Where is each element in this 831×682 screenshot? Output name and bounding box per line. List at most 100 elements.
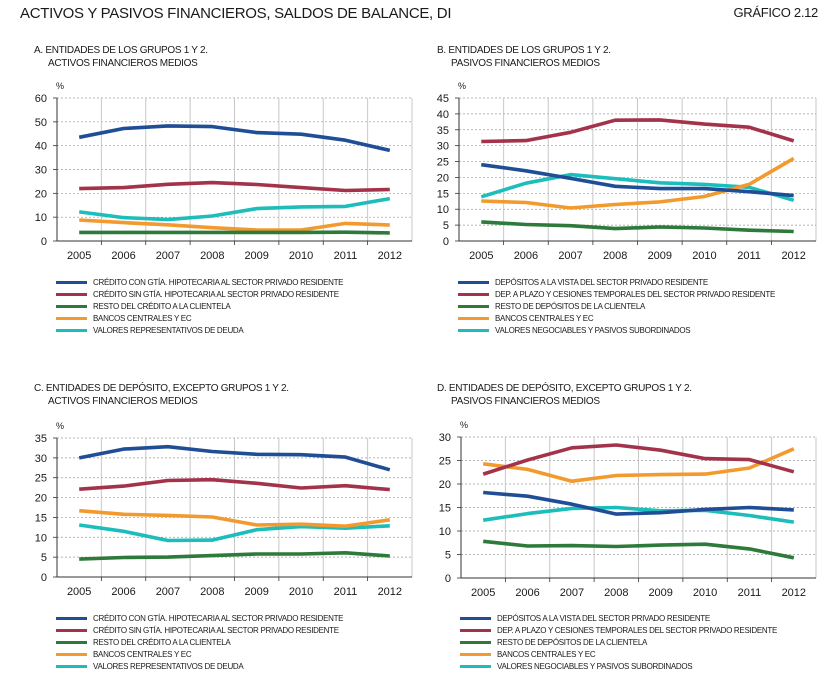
- legend-label: DEPÓSITOS A LA VISTA DEL SECTOR PRIVADO …: [495, 277, 708, 287]
- y-tick-label: 20: [35, 493, 47, 505]
- legend-label: BANCOS CENTRALES Y EC: [93, 314, 192, 324]
- x-tick-label: 2011: [738, 587, 762, 599]
- x-tick-label: 2010: [692, 250, 716, 262]
- y-tick-label: 5: [41, 552, 47, 564]
- x-tick-label: 2007: [558, 250, 582, 262]
- legend-label: CRÉDITO SIN GTÍA. HIPOTECARIA AL SECTOR …: [93, 625, 339, 635]
- x-tick-label: 2009: [244, 586, 268, 598]
- series-line-green: [79, 230, 390, 235]
- x-tick-label: 2009: [648, 250, 672, 262]
- legend-label: RESTO DEL CRÉDITO A LA CLIENTELA: [93, 637, 231, 647]
- legend-item: VALORES REPRESENTATIVOS DE DEUDA: [56, 661, 343, 673]
- series-line-cyan: [482, 505, 795, 524]
- series-line-cyan: [78, 523, 390, 543]
- legend-item: DEPÓSITOS A LA VISTA DEL SECTOR PRIVADO …: [458, 276, 775, 288]
- y-tick-label: 15: [437, 188, 449, 200]
- y-tick-label: 30: [35, 165, 47, 177]
- y-axis-unit-label: %: [458, 81, 466, 91]
- y-axis-unit-label: %: [460, 420, 468, 430]
- panel-d-title-line1: D. ENTIDADES DE DEPÓSITO, EXCEPTO GRUPOS…: [437, 383, 692, 394]
- legend-item: CRÉDITO SIN GTÍA. HIPOTECARIA AL SECTOR …: [56, 624, 343, 636]
- panel-c-title-line2: ACTIVOS FINANCIEROS MEDIOS: [48, 396, 198, 407]
- legend-item: DEP. A PLAZO Y CESIONES TEMPORALES DEL S…: [458, 288, 775, 300]
- legend-item: VALORES NEGOCIABLES Y PASIVOS SUBORDINAD…: [458, 325, 775, 337]
- series-line-red: [79, 477, 390, 492]
- chart-a: 0 10 20 30 40 50 60% 2005 2006 2007 2008 2009 2010 20…: [35, 81, 413, 262]
- y-tick-label: 60: [35, 93, 47, 105]
- panel-d-title-line2: PASIVOS FINANCIEROS MEDIOS: [451, 396, 600, 407]
- y-tick-label: 20: [35, 188, 47, 200]
- legend-item: CRÉDITO SIN GTÍA. HIPOTECARIA AL SECTOR …: [56, 288, 343, 300]
- legend-label: BANCOS CENTRALES Y EC: [497, 650, 596, 660]
- legend-swatch: [458, 329, 489, 333]
- y-tick-label: 50: [35, 117, 47, 129]
- legend-item: VALORES REPRESENTATIVOS DE DEUDA: [56, 325, 343, 337]
- y-tick-label: 20: [437, 172, 449, 184]
- legend-swatch: [460, 640, 491, 644]
- x-tick-label: 2009: [244, 250, 268, 262]
- panel-a-title-line2: ACTIVOS FINANCIEROS MEDIOS: [48, 58, 198, 69]
- legend-item: RESTO DE DEPÓSITOS DE LA CLIENTELA: [460, 636, 777, 648]
- legend-swatch: [460, 653, 491, 657]
- chart-b: 0 5 10 15 20 25 30 35 40 45% 2005 2006 2007 2008 2009 2…: [437, 81, 817, 262]
- series-line-green: [79, 550, 390, 561]
- series-line-green: [481, 220, 794, 234]
- legend-swatch: [56, 665, 87, 669]
- y-axis-unit-label: %: [56, 421, 64, 431]
- y-tick-label: 25: [35, 473, 47, 485]
- legend-swatch: [458, 280, 489, 284]
- y-tick-label: 25: [439, 456, 451, 468]
- panel-c-legend: CRÉDITO CON GTÍA. HIPOTECARIA AL SECTOR …: [56, 612, 344, 673]
- panel-b-legend: DEPÓSITOS A LA VISTA DEL SECTOR PRIVADO …: [458, 276, 775, 337]
- legend-label: CRÉDITO CON GTÍA. HIPOTECARIA AL SECTOR …: [93, 613, 344, 623]
- x-tick-label: 2007: [156, 250, 180, 262]
- legend-swatch: [460, 616, 491, 620]
- panel-d-legend: DEPÓSITOS A LA VISTA DEL SECTOR PRIVADO …: [460, 612, 777, 673]
- x-tick-label: 2006: [515, 587, 539, 599]
- x-tick-label: 2010: [693, 587, 717, 599]
- legend-swatch: [458, 317, 489, 321]
- series-line-blue: [78, 124, 391, 153]
- y-tick-label: 30: [437, 141, 449, 153]
- panel-a-legend: CRÉDITO CON GTÍA. HIPOTECARIA AL SECTOR …: [56, 276, 344, 337]
- y-tick-label: 5: [445, 550, 451, 562]
- y-tick-label: 0: [41, 572, 47, 584]
- legend-label: CRÉDITO CON GTÍA. HIPOTECARIA AL SECTOR …: [93, 277, 344, 287]
- legend-label: VALORES NEGOCIABLES Y PASIVOS SUBORDINAD…: [497, 662, 693, 672]
- y-tick-label: 5: [443, 220, 449, 232]
- legend-label: RESTO DE DEPÓSITOS DE LA CLIENTELA: [497, 637, 647, 647]
- legend-label: RESTO DE DEPÓSITOS DE LA CLIENTELA: [495, 301, 645, 311]
- x-tick-label: 2006: [111, 250, 135, 262]
- legend-label: RESTO DEL CRÉDITO A LA CLIENTELA: [93, 301, 231, 311]
- series-line-orange: [79, 218, 390, 232]
- legend-swatch: [460, 665, 491, 669]
- legend-label: DEP. A PLAZO Y CESIONES TEMPORALES DEL S…: [497, 625, 778, 635]
- legend-swatch: [56, 304, 87, 308]
- y-axis-unit-label: %: [56, 81, 64, 91]
- y-tick-label: 0: [443, 236, 449, 248]
- series-line-orange: [79, 508, 391, 529]
- legend-label: VALORES REPRESENTATIVOS DE DEUDA: [93, 326, 244, 336]
- legend-swatch: [56, 280, 87, 284]
- legend-label: BANCOS CENTRALES Y EC: [495, 314, 594, 324]
- x-tick-label: 2006: [111, 586, 135, 598]
- x-tick-label: 2012: [378, 586, 402, 598]
- legend-label: VALORES REPRESENTATIVOS DE DEUDA: [93, 662, 244, 672]
- x-tick-label: 2012: [781, 250, 805, 262]
- legend-item: VALORES NEGOCIABLES Y PASIVOS SUBORDINAD…: [460, 661, 777, 673]
- y-tick-label: 40: [437, 109, 449, 121]
- series-line-blue: [481, 162, 794, 198]
- y-tick-label: 15: [439, 503, 451, 515]
- panel-c-title-line1: C. ENTIDADES DE DEPÓSITO, EXCEPTO GRUPOS…: [34, 383, 289, 394]
- x-tick-label: 2005: [469, 250, 493, 262]
- panel-a-title-line1: A. ENTIDADES DE LOS GRUPOS 1 Y 2.: [34, 45, 208, 56]
- legend-swatch: [56, 292, 87, 296]
- y-tick-label: 10: [439, 526, 451, 538]
- y-tick-label: 45: [437, 93, 449, 105]
- y-tick-label: 20: [439, 479, 451, 491]
- series-line-cyan: [78, 196, 391, 222]
- series-line-green: [483, 539, 795, 560]
- legend-item: RESTO DE DEPÓSITOS DE LA CLIENTELA: [458, 300, 775, 312]
- x-tick-label: 2007: [156, 586, 180, 598]
